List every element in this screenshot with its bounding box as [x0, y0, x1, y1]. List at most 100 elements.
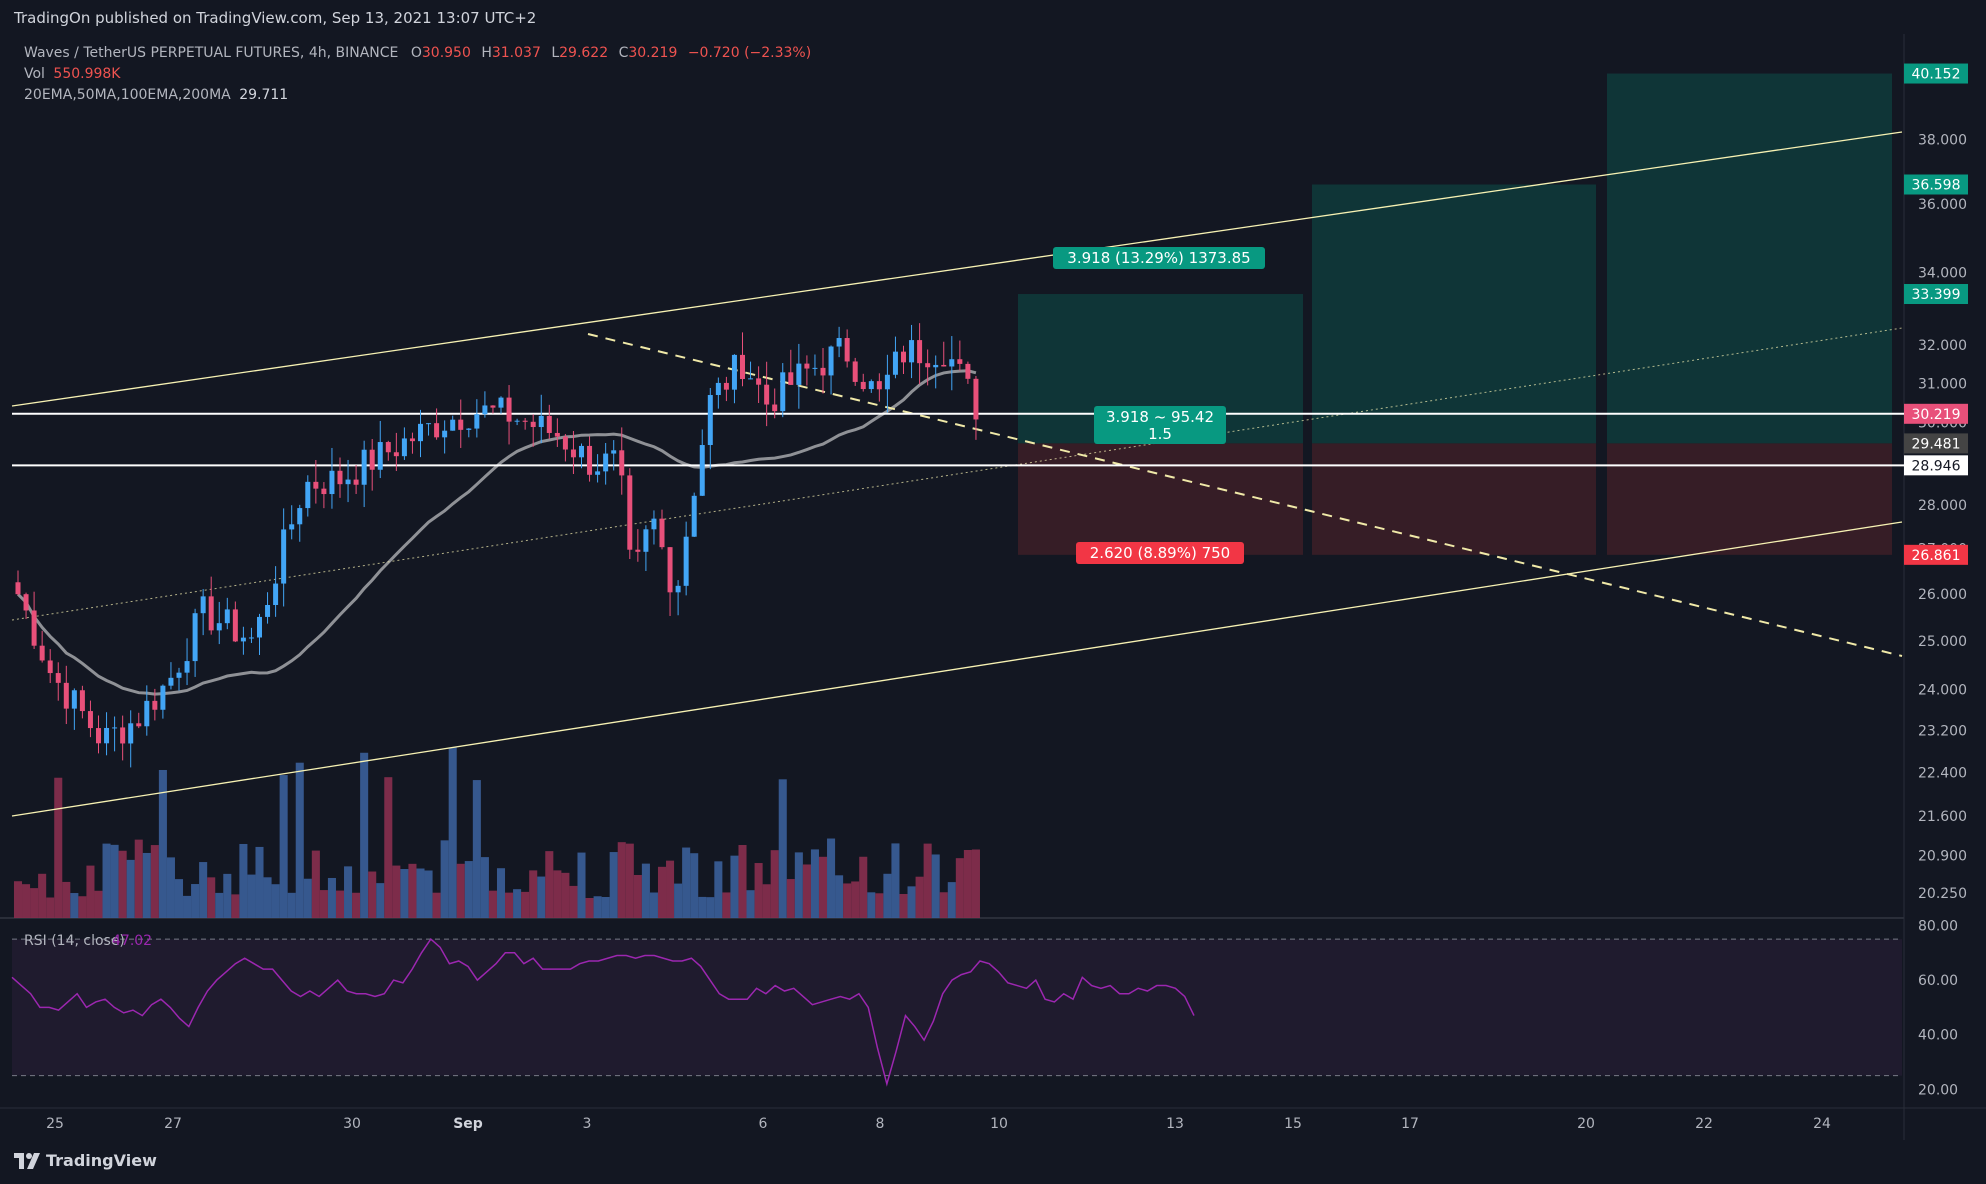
- candle-body: [393, 452, 399, 457]
- trend-lines: [11, 131, 1904, 817]
- candle-body: [176, 672, 182, 678]
- candle-body: [361, 449, 367, 485]
- volume-bar: [778, 779, 787, 918]
- candle-body: [917, 340, 923, 364]
- volume-bar: [480, 857, 489, 918]
- candle-body: [796, 363, 802, 385]
- volume-bar: [239, 843, 248, 918]
- candle-body: [659, 518, 665, 548]
- volume-bar: [118, 850, 127, 918]
- candle-body: [144, 700, 150, 727]
- candle-body: [63, 682, 69, 709]
- candle-body: [860, 381, 866, 390]
- price-tick-label: 20.900: [1918, 848, 1967, 864]
- volume-bar: [810, 849, 819, 918]
- volume-bar: [569, 885, 578, 918]
- time-tick-label: 13: [1166, 1116, 1184, 1132]
- candle-body: [168, 677, 174, 686]
- price-axis: 38.00036.00034.00032.00031.00030.00028.0…: [1904, 63, 1968, 902]
- time-tick-label: 17: [1401, 1116, 1419, 1132]
- price-tag-target: [1904, 174, 1968, 195]
- candle-body: [595, 471, 601, 475]
- price-tick-label: 34.000: [1918, 266, 1967, 282]
- candle-body: [530, 421, 536, 428]
- candle-body: [884, 374, 890, 390]
- volume-bar: [352, 892, 361, 918]
- volume-bar: [955, 858, 964, 918]
- candle-body: [627, 475, 633, 550]
- low-label: L: [551, 45, 560, 61]
- chart-area[interactable]: RSI (14, close)47.02 80.00 60.00 40.00 20.00…: [0, 0, 1986, 1140]
- rsi-title: RSI (14, close): [24, 933, 125, 949]
- price-tag-target: [1904, 63, 1968, 84]
- price-tick-label: 23.200: [1918, 723, 1967, 739]
- channel-upper-line: [11, 131, 1903, 407]
- candle-body: [96, 728, 101, 744]
- time-axis: 25 27 30 Sep 3 6 8 10 13 15 17 20 22 24: [46, 1116, 1831, 1132]
- candle-body: [941, 364, 947, 367]
- price-tag-ma: [1904, 433, 1968, 454]
- rsi-tick-label: 80.00: [1918, 918, 1958, 934]
- volume-bar: [231, 894, 240, 918]
- volume-bar: [126, 859, 135, 918]
- volume-bar: [931, 854, 940, 918]
- volume-bar: [86, 865, 95, 918]
- candle-body: [79, 690, 85, 712]
- rsi-tick-label: 60.00: [1918, 973, 1958, 989]
- price-tag-stop: [1904, 544, 1968, 565]
- candle-body: [450, 419, 456, 431]
- downtrend-dashed-line: [587, 333, 1903, 657]
- volume-bars: [13, 747, 980, 918]
- time-tick-label: 25: [46, 1116, 64, 1132]
- time-tick-label: 20: [1577, 1116, 1595, 1132]
- candle-body: [788, 372, 794, 385]
- volume-bar: [400, 869, 409, 918]
- price-tick-label: 20.250: [1918, 886, 1967, 902]
- candle-body: [442, 430, 448, 438]
- price-tag-value: 29.481: [1912, 436, 1961, 452]
- rsi-tick-label: 20.00: [1918, 1082, 1958, 1098]
- rsi-value: 47.02: [112, 933, 152, 949]
- volume-value: 550.998K: [53, 66, 121, 82]
- candle-body: [345, 479, 351, 485]
- price-tick-label: 38.000: [1918, 132, 1967, 148]
- volume-bar: [585, 897, 594, 918]
- candle-body: [305, 481, 311, 509]
- candle-body: [611, 450, 617, 454]
- volume-bar: [183, 895, 192, 918]
- candle-body: [257, 616, 262, 638]
- candle-body: [281, 529, 287, 584]
- volume-bar: [827, 838, 836, 918]
- profit-label-box: [1053, 247, 1265, 269]
- volume-bar: [770, 850, 779, 918]
- candle-body: [957, 359, 963, 364]
- time-tick-label: 8: [876, 1116, 885, 1132]
- price-tag-value: 30.219: [1912, 407, 1961, 423]
- candle-body: [522, 420, 528, 422]
- candle-body: [868, 381, 874, 390]
- position-labels: 3.918 (13.29%) 1373.85 3.918 ~ 95.421.5 2.…: [1053, 247, 1265, 564]
- volume-bar: [70, 893, 79, 918]
- candle-body: [603, 453, 609, 472]
- volume-legend[interactable]: Vol 550.998K: [24, 66, 120, 82]
- candle-body: [852, 361, 858, 382]
- ma-legend[interactable]: 20EMA,50MA,100EMA,200MA 29.711: [24, 87, 288, 103]
- candle-body: [892, 351, 898, 375]
- volume-bar: [690, 853, 699, 918]
- candle-body: [482, 405, 488, 415]
- volume-bar: [891, 843, 900, 918]
- candle-body: [136, 723, 142, 727]
- candle-body: [683, 536, 689, 586]
- candle-body: [248, 637, 254, 639]
- volume-bar: [360, 752, 369, 918]
- volume-bar: [746, 890, 755, 918]
- price-tick-label: 31.000: [1918, 376, 1967, 392]
- rsi-pane: RSI (14, close)47.02 80.00 60.00 40.00 20.00: [11, 918, 1958, 1098]
- symbol-legend[interactable]: Waves / TetherUS PERPETUAL FUTURES, 4h, …: [24, 45, 811, 61]
- candle-body: [570, 449, 576, 458]
- candle-body: [55, 673, 61, 683]
- candle-body: [514, 420, 520, 422]
- volume-bar: [303, 878, 312, 918]
- volume-bar: [271, 884, 280, 918]
- volume-bar: [110, 844, 119, 918]
